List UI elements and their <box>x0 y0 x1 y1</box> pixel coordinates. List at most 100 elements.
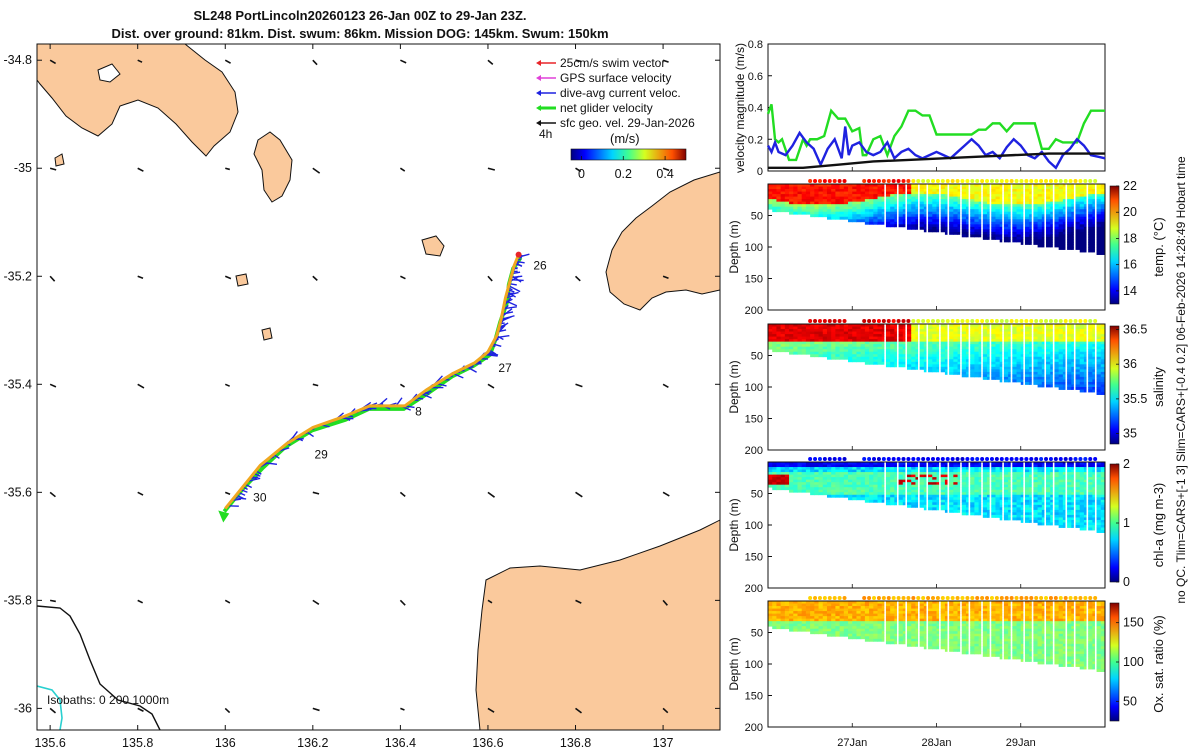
section-cell <box>995 469 1001 473</box>
geo-velocity-arrow <box>487 167 496 171</box>
section-cell <box>797 339 803 343</box>
section-cell <box>999 356 1003 360</box>
section-cell <box>902 221 906 225</box>
section-cell <box>1054 201 1060 205</box>
section-cell <box>826 189 832 192</box>
section-cell <box>1003 487 1009 491</box>
section-cell <box>919 489 925 493</box>
section-cell <box>835 479 841 483</box>
section-cell <box>944 464 948 468</box>
section-cell <box>839 184 845 187</box>
section-cell <box>843 464 849 468</box>
section-cell <box>982 231 988 235</box>
section-cell <box>885 191 891 195</box>
geo-velocity-arrow <box>400 59 407 64</box>
section-cell <box>1033 184 1039 187</box>
section-cell <box>835 326 841 330</box>
section-cell <box>860 204 866 208</box>
section-cell <box>1083 224 1087 228</box>
geo-velocity-arrow <box>662 491 670 497</box>
section-cell <box>957 469 961 473</box>
section-cell <box>1079 241 1085 245</box>
surface-sample-dot <box>896 319 901 323</box>
section-cell <box>1020 356 1024 360</box>
section-cell <box>835 196 841 200</box>
section-cell <box>1016 221 1022 225</box>
section-cell <box>1071 376 1074 380</box>
section-cell <box>810 184 815 187</box>
section-cell <box>1088 507 1093 511</box>
section-cell <box>780 324 786 327</box>
section-cell <box>848 487 853 491</box>
section-cell <box>1071 324 1074 327</box>
section-cell <box>1041 204 1045 208</box>
section-cell <box>936 334 940 337</box>
section-cell <box>1024 326 1030 330</box>
section-cell <box>814 484 820 488</box>
section-cell <box>772 344 777 348</box>
section-cell <box>907 351 912 355</box>
section-cell <box>953 497 959 501</box>
section-cell <box>848 209 853 213</box>
section-cell <box>1096 374 1102 378</box>
section-cell <box>856 199 862 203</box>
section-cell <box>877 479 883 483</box>
section-cell <box>974 507 980 511</box>
section-cell <box>885 351 891 355</box>
section-cell <box>831 344 836 348</box>
section-cell <box>995 374 1001 378</box>
section-cell <box>919 196 925 200</box>
section-cell <box>1058 514 1064 518</box>
section-cell <box>860 351 866 355</box>
section-cell <box>1075 341 1081 345</box>
section-cell <box>1092 482 1095 486</box>
section-cell <box>1062 247 1066 250</box>
section-cell <box>957 369 961 373</box>
section-cell <box>1037 351 1043 355</box>
section-cell <box>1012 186 1018 190</box>
section-cell <box>1067 349 1072 353</box>
section-cell <box>974 494 980 498</box>
section-cell <box>1083 339 1087 343</box>
section-cell <box>1058 221 1064 225</box>
section-cell <box>894 331 897 335</box>
section-cell <box>978 494 982 498</box>
section-cell <box>1050 194 1053 197</box>
section-cell <box>1008 354 1011 358</box>
section-cell <box>1037 366 1043 370</box>
section-cell <box>1050 514 1053 518</box>
section-cell <box>1058 211 1064 215</box>
section-cell <box>1041 234 1045 238</box>
section-cell <box>1088 344 1093 348</box>
section-cell <box>768 191 773 195</box>
section-cell <box>932 329 937 332</box>
section-cell <box>1012 494 1018 498</box>
section-cell <box>1100 221 1106 225</box>
section-cell <box>1071 354 1074 358</box>
surface-sample-dot <box>975 319 980 323</box>
section-cell <box>974 216 980 220</box>
section-cell <box>1016 507 1022 511</box>
section-cell <box>911 469 916 473</box>
section-cell <box>982 211 988 215</box>
section-cell <box>1067 462 1072 465</box>
section-cell <box>915 209 919 213</box>
section-cell <box>1088 492 1093 496</box>
section-cell <box>1008 184 1011 187</box>
section-cell <box>970 499 975 503</box>
section-cell <box>1046 221 1051 225</box>
section-cell <box>1046 244 1051 248</box>
section-cell <box>1083 507 1087 511</box>
section-cell <box>877 184 883 187</box>
section-cell <box>784 344 790 348</box>
section-cell <box>940 211 946 215</box>
section-cell <box>864 216 870 220</box>
section-cell <box>1003 186 1009 190</box>
section-cell <box>1033 191 1039 195</box>
section-cell <box>919 351 925 355</box>
section-cell <box>1075 374 1081 378</box>
section-cell <box>848 204 853 208</box>
section-cell <box>1020 497 1024 501</box>
section-cell <box>965 224 969 228</box>
section-cell <box>919 467 925 470</box>
